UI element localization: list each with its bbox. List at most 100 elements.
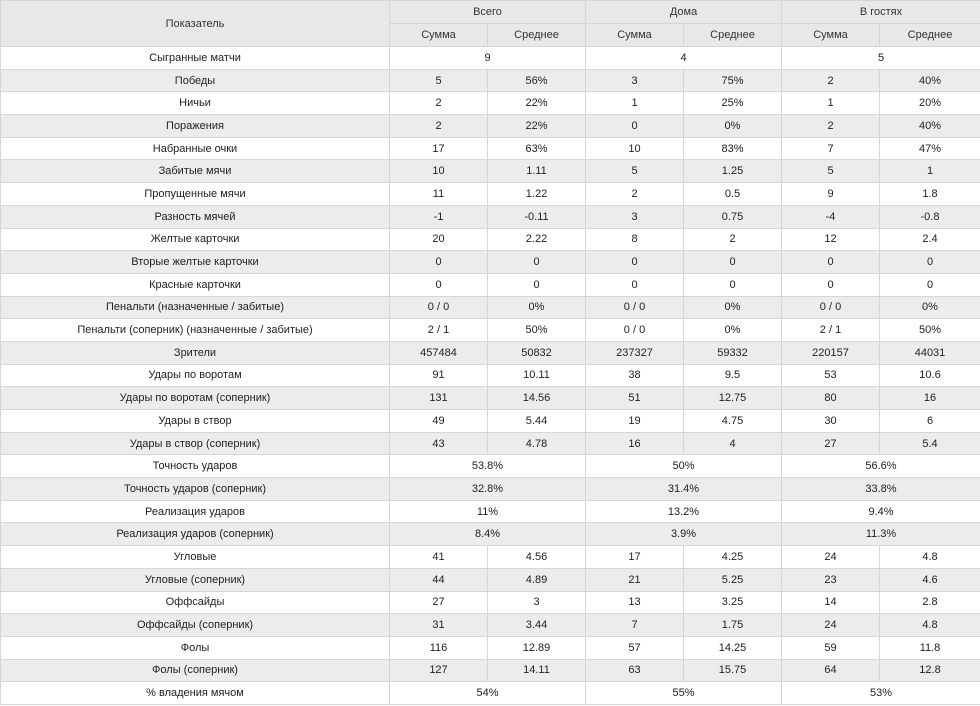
sum-cell: 0 (389, 272, 488, 297)
avg-cell: 40% (879, 114, 980, 138)
row-label: Фолы (0, 635, 390, 660)
row-label: Забитые мячи (0, 159, 390, 184)
avg-cell: 22% (487, 91, 586, 116)
sum-cell: 12 (781, 227, 880, 252)
avg-cell: 4.56 (487, 545, 586, 569)
avg-cell: 10.6 (879, 363, 980, 388)
row-label: Реализация ударов (0, 499, 390, 524)
row-label: Угловые (соперник) (0, 567, 390, 592)
sum-cell: 2 (781, 114, 880, 138)
sum-cell: 38 (585, 363, 684, 388)
avg-cell: 50832 (487, 340, 586, 365)
avg-cell: 11.8 (879, 635, 980, 660)
avg-cell: 14.25 (683, 635, 782, 660)
sum-cell: -1 (389, 204, 488, 229)
sum-cell: 21 (585, 567, 684, 592)
row-label: Сыгранные матчи (0, 46, 390, 70)
table-row: Победы 5 56% 3 75% 2 40% (0, 68, 980, 93)
sum-cell: 2 (389, 91, 488, 116)
sum-cell: 17 (389, 136, 488, 161)
sum-cell: 57 (585, 635, 684, 660)
table-row: Угловые 41 4.56 17 4.25 24 4.8 (0, 545, 980, 569)
avg-cell: 5.25 (683, 567, 782, 592)
avg-cell: 4.8 (879, 613, 980, 637)
avg-cell: 83% (683, 136, 782, 161)
sum-cell: 0 (781, 272, 880, 297)
table-row: Набранные очки 17 63% 10 83% 7 47% (0, 136, 980, 161)
sum-cell: 44 (389, 567, 488, 592)
avg-cell: 0 (683, 250, 782, 274)
merged-value-cell: 53.8% (389, 454, 586, 479)
avg-header: Среднее (487, 23, 586, 47)
avg-cell: 12.89 (487, 635, 586, 660)
sum-cell: 17 (585, 545, 684, 569)
avg-cell: 0% (487, 295, 586, 320)
merged-value-cell: 11% (389, 499, 586, 524)
sum-cell: 1 (781, 91, 880, 116)
sum-cell: 10 (585, 136, 684, 161)
table-row: Пенальти (соперник) (назначенные / забит… (0, 318, 980, 342)
row-label: % владения мячом (0, 681, 390, 705)
sum-cell: 10 (389, 159, 488, 184)
merged-value-cell: 33.8% (781, 477, 980, 501)
row-label: Точность ударов (соперник) (0, 477, 390, 501)
merged-value-cell: 9 (389, 46, 586, 70)
sum-cell: 5 (585, 159, 684, 184)
group-header-total: Всего (389, 0, 586, 24)
merged-value-cell: 54% (389, 681, 586, 705)
sum-cell: 7 (585, 613, 684, 637)
avg-cell: 59332 (683, 340, 782, 365)
indicator-header: Показатель (0, 0, 390, 47)
sum-cell: 30 (781, 409, 880, 433)
sum-cell: 3 (585, 68, 684, 93)
sum-cell: 16 (585, 431, 684, 456)
sum-cell: 0 (585, 250, 684, 274)
sum-cell: 13 (585, 590, 684, 615)
row-label: Фолы (соперник) (0, 658, 390, 683)
avg-cell: 0.75 (683, 204, 782, 229)
avg-header: Среднее (879, 23, 980, 47)
table-row: Удары в створ (соперник) 43 4.78 16 4 27 5.4 (0, 431, 980, 456)
table-row: Реализация ударов (соперник) 8.4% 3.9% 11.3… (0, 522, 980, 547)
sum-cell: 116 (389, 635, 488, 660)
sum-cell: 237327 (585, 340, 684, 365)
table-row: Точность ударов 53.8% 50% 56.6% (0, 454, 980, 479)
table-header: Показатель Всего Дома В гостях Сумма Сре… (0, 0, 980, 47)
avg-cell: 47% (879, 136, 980, 161)
row-label: Пропущенные мячи (0, 182, 390, 206)
row-label: Вторые желтые карточки (0, 250, 390, 274)
avg-cell: 0 (879, 272, 980, 297)
row-label: Ничьи (0, 91, 390, 116)
avg-cell: -0.11 (487, 204, 586, 229)
avg-cell: 0 (487, 272, 586, 297)
sum-cell: 2 / 1 (781, 318, 880, 342)
avg-cell: 20% (879, 91, 980, 116)
merged-value-cell: 8.4% (389, 522, 586, 547)
avg-cell: 1.11 (487, 159, 586, 184)
row-label: Удары в створ (0, 409, 390, 433)
table-row: Пропущенные мячи 11 1.22 2 0.5 9 1.8 (0, 182, 980, 206)
table-row: Угловые (соперник) 44 4.89 21 5.25 23 4.6 (0, 567, 980, 592)
sum-cell: 43 (389, 431, 488, 456)
row-label: Удары по воротам (0, 363, 390, 388)
avg-header: Среднее (683, 23, 782, 47)
row-label: Поражения (0, 114, 390, 138)
avg-cell: 4 (683, 431, 782, 456)
table-row: Точность ударов (соперник) 32.8% 31.4% 33.8… (0, 477, 980, 501)
sum-header: Сумма (585, 23, 684, 47)
merged-value-cell: 31.4% (585, 477, 782, 501)
avg-cell: 1 (879, 159, 980, 184)
sum-cell: 24 (781, 613, 880, 637)
avg-cell: 44031 (879, 340, 980, 365)
avg-cell: 3 (487, 590, 586, 615)
table-row: Разность мячей -1 -0.11 3 0.75 -4 -0.8 (0, 204, 980, 229)
merged-value-cell: 9.4% (781, 499, 980, 524)
avg-cell: 2.4 (879, 227, 980, 252)
sum-cell: 5 (781, 159, 880, 184)
avg-cell: 2.22 (487, 227, 586, 252)
sum-cell: 63 (585, 658, 684, 683)
avg-cell: 16 (879, 386, 980, 410)
avg-cell: 9.5 (683, 363, 782, 388)
avg-cell: 0% (879, 295, 980, 320)
